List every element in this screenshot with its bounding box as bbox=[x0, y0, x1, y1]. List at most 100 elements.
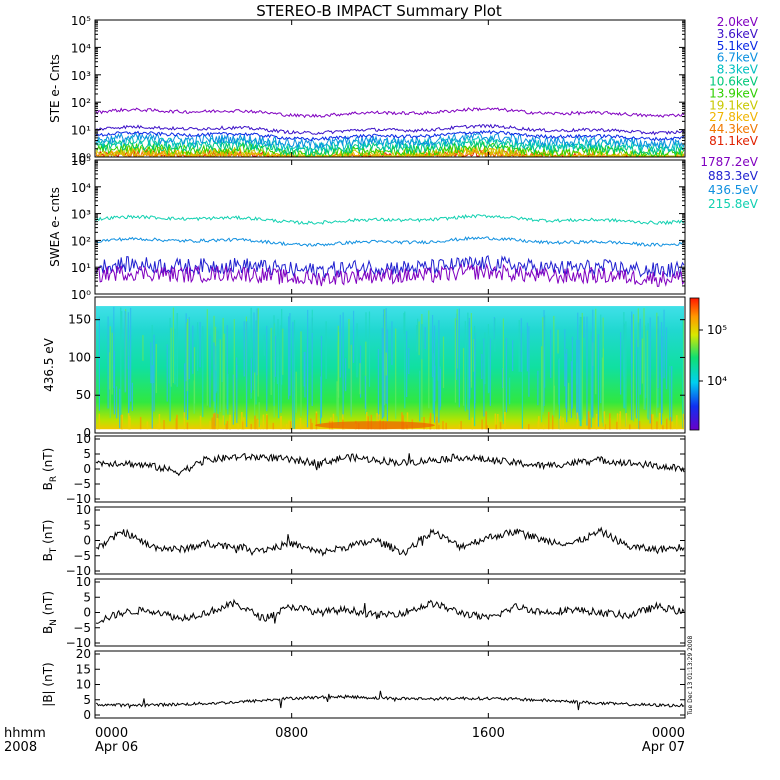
y-axis-label: BN (nT) bbox=[41, 591, 59, 634]
heatmap-streak bbox=[206, 309, 208, 406]
heatmap-streak bbox=[471, 424, 473, 430]
plot-title: STEREO-B IMPACT Summary Plot bbox=[256, 2, 502, 20]
heatmap-streak bbox=[153, 334, 155, 412]
heatmap-streak bbox=[128, 356, 130, 417]
y-tick-label: 10⁰ bbox=[71, 288, 91, 302]
heatmap-streak bbox=[225, 423, 228, 430]
y-tick-label: −10 bbox=[66, 492, 91, 506]
heatmap-streak bbox=[300, 331, 302, 417]
heatmap-streak bbox=[481, 419, 483, 430]
y-tick-label: −5 bbox=[73, 621, 91, 635]
heatmap-streak bbox=[280, 416, 282, 430]
y-tick-label: 0 bbox=[83, 534, 91, 548]
heatmap-streak bbox=[439, 368, 442, 407]
heatmap-streak bbox=[660, 322, 663, 425]
heatmap-streak bbox=[502, 318, 504, 424]
heatmap-streak bbox=[166, 344, 168, 402]
y-tick-label: 10¹ bbox=[71, 124, 91, 138]
heatmap-streak bbox=[559, 416, 562, 430]
heatmap-streak bbox=[625, 413, 628, 430]
heatmap-streak bbox=[193, 347, 196, 404]
heatmap-streak bbox=[505, 337, 508, 413]
heatmap-streak bbox=[262, 414, 265, 430]
heatmap-streak bbox=[629, 424, 631, 430]
heatmap-streak bbox=[116, 386, 118, 419]
y-axis-label: 436.5 eV bbox=[42, 337, 56, 392]
heatmap-streak bbox=[172, 307, 175, 384]
panel-frame bbox=[94, 650, 686, 719]
y-tick-label: 5 bbox=[83, 518, 91, 532]
heatmap-streak bbox=[406, 331, 408, 398]
series-line bbox=[95, 123, 685, 136]
heatmap-streak bbox=[250, 423, 252, 430]
heatmap-streak bbox=[186, 422, 189, 430]
heatmap-streak bbox=[196, 322, 199, 371]
heatmap-streak bbox=[241, 412, 243, 430]
legend-entry: 2.0keV bbox=[717, 15, 759, 29]
x-tick-label: 1600 bbox=[472, 726, 505, 741]
heatmap-streak bbox=[236, 364, 238, 423]
heatmap-streak bbox=[368, 311, 371, 387]
heatmap-streak bbox=[436, 416, 438, 430]
colorbar-tick-label: 10⁴ bbox=[707, 374, 727, 388]
heatmap-streak bbox=[202, 326, 204, 417]
heatmap-streak bbox=[214, 364, 216, 409]
heatmap-streak bbox=[597, 334, 600, 427]
heatmap-streak bbox=[274, 335, 277, 377]
heatmap-streak bbox=[418, 321, 420, 356]
heatmap-streak bbox=[212, 413, 215, 430]
heatmap-streak bbox=[579, 324, 581, 421]
heatmap-streak bbox=[185, 313, 187, 382]
heatmap-streak bbox=[209, 420, 211, 430]
panel-ste: 10⁰ 10¹ 10² 10³ 10⁴ 10⁵ STE e- Cnts 2.0keV3.6ke… bbox=[48, 14, 759, 165]
heatmap-streak bbox=[157, 423, 159, 430]
heatmap-streak bbox=[619, 332, 622, 395]
heatmap-streak bbox=[364, 375, 367, 409]
series-line bbox=[95, 452, 685, 477]
heatmap-streak bbox=[129, 417, 131, 430]
heatmap-streak bbox=[565, 353, 567, 409]
y-tick-label: −10 bbox=[66, 636, 91, 650]
heatmap-streak bbox=[543, 310, 545, 406]
heatmap-streak bbox=[404, 311, 406, 409]
heatmap-streak bbox=[315, 413, 318, 430]
heatmap-streak bbox=[237, 423, 239, 430]
heatmap-streak bbox=[558, 358, 560, 429]
generation-timestamp: Tue Dec 13 01:13:29 2008 bbox=[687, 635, 694, 716]
heatmap-streak bbox=[421, 313, 423, 418]
heatmap-streak bbox=[631, 311, 633, 421]
heatmap-hotspot bbox=[315, 421, 435, 430]
series-line bbox=[95, 134, 685, 154]
heatmap-streak bbox=[254, 372, 256, 419]
series-line bbox=[95, 526, 685, 557]
heatmap-streak bbox=[484, 332, 486, 385]
y-tick-label: 0 bbox=[83, 462, 91, 476]
heatmap-streak bbox=[548, 411, 550, 430]
heatmap-streak bbox=[277, 318, 279, 347]
heatmap-streak bbox=[377, 349, 379, 420]
heatmap-streak bbox=[98, 316, 100, 411]
heatmap-streak bbox=[494, 318, 496, 352]
series-line bbox=[95, 236, 685, 248]
heatmap-streak bbox=[120, 307, 122, 416]
heatmap-streak bbox=[592, 309, 594, 418]
legend-entry: 81.1keV bbox=[709, 134, 759, 148]
heatmap-streak bbox=[638, 421, 641, 430]
heatmap-streak bbox=[438, 424, 440, 430]
heatmap-streak bbox=[650, 414, 653, 430]
heatmap-streak bbox=[553, 385, 555, 411]
heatmap-streak bbox=[512, 340, 514, 372]
heatmap-streak bbox=[131, 382, 133, 412]
heatmap-streak bbox=[488, 336, 490, 393]
legend-entry: 5.1keV bbox=[717, 39, 759, 53]
heatmap-streak bbox=[499, 421, 502, 430]
heatmap-streak bbox=[454, 318, 457, 403]
heatmap-streak bbox=[199, 415, 202, 430]
panel-pad: 0 50 100 150 436.5 eV 10⁵ 10⁴ bbox=[42, 296, 727, 440]
y-axis-label: SWEA e- cnts bbox=[48, 187, 62, 267]
colorbar-tick-label: 10⁵ bbox=[707, 323, 727, 337]
heatmap-streak bbox=[282, 328, 284, 375]
heatmap-streak bbox=[188, 317, 190, 379]
heatmap-streak bbox=[671, 366, 673, 422]
